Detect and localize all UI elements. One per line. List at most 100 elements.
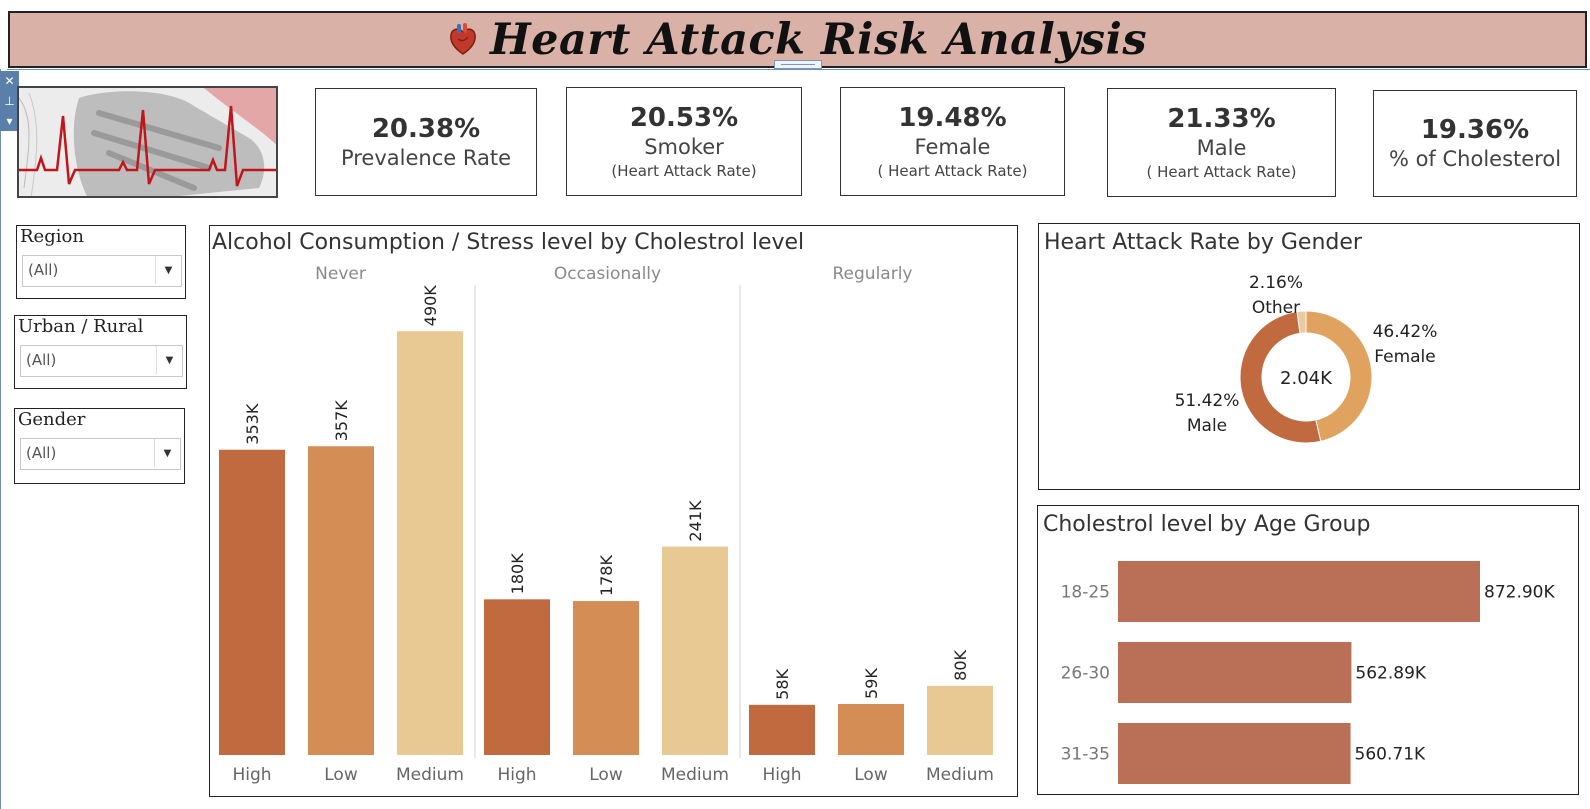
selection-border	[7, 69, 1590, 70]
bar-value-label: 178K	[597, 555, 616, 597]
bar-value-label: 562.89K	[1355, 664, 1426, 684]
group-label: Occasionally	[554, 264, 661, 284]
filter-title: Gender	[18, 409, 86, 430]
heart-ecg-image	[17, 86, 278, 198]
group-label: Regularly	[833, 264, 913, 284]
kpi-sublabel: (Heart Attack Rate)	[611, 162, 757, 180]
bar-value-label: 357K	[332, 400, 351, 442]
donut-center-label: 2.04K	[1280, 368, 1333, 389]
filter-gender: Gender (All) ▼	[14, 408, 185, 484]
donut-slice-male[interactable]	[1239, 311, 1322, 444]
dashboard-title: Heart Attack Risk Analysis	[489, 14, 1148, 65]
bar-regularly-high[interactable]	[749, 704, 815, 755]
alcohol-stress-bar-chart: Never 353K High 357K Low 490K Medium Occasional…	[219, 264, 994, 785]
kpi-label: Prevalence Rate	[340, 145, 512, 170]
bar-regularly-medium[interactable]	[927, 685, 993, 755]
bar-never-medium[interactable]	[397, 331, 463, 755]
bar-value-label: 59K	[862, 668, 881, 699]
chevron-down-icon[interactable]: ▾	[6, 114, 13, 128]
region-dropdown[interactable]: (All) ▼	[22, 255, 182, 287]
age-bar-26-30[interactable]	[1118, 642, 1352, 703]
category-label: Medium	[661, 765, 729, 785]
slice-percent-label: 51.42%	[1175, 391, 1240, 411]
chart-title: Heart Attack Rate by Gender	[1044, 230, 1362, 255]
chart-title: Alcohol Consumption / Stress level by Ch…	[212, 230, 805, 255]
bar-value-label: 241K	[686, 500, 705, 542]
slice-name-label: Female	[1374, 347, 1435, 367]
bar-occasionally-high[interactable]	[484, 599, 550, 755]
anatomical-heart-icon	[450, 22, 476, 55]
layout-drag-handle[interactable]	[774, 60, 822, 69]
bar-regularly-low[interactable]	[838, 703, 904, 755]
chevron-down-icon[interactable]: ▼	[156, 346, 182, 374]
age-group-chart-panel: Cholestrol level by Age Group 18-25 872.9…	[1037, 505, 1579, 795]
category-label: Low	[854, 765, 888, 785]
chevron-down-icon[interactable]: ▼	[155, 256, 181, 284]
slice-name-label: Other	[1252, 298, 1300, 318]
chart-title: Cholestrol level by Age Group	[1043, 512, 1371, 537]
bar-value-label: 490K	[421, 285, 440, 327]
category-label: Low	[324, 765, 358, 785]
dropdown-value: (All)	[28, 261, 59, 279]
category-label: Medium	[926, 765, 994, 785]
kpi-value: 19.36%	[1420, 115, 1530, 145]
age-group-label: 18-25	[1061, 583, 1110, 603]
bar-value-label: 872.90K	[1484, 583, 1555, 603]
dropdown-value: (All)	[26, 444, 57, 462]
bar-occasionally-low[interactable]	[573, 601, 639, 755]
kpi-label: % of Cholesterol	[1388, 147, 1562, 171]
donut-slice-other[interactable]	[1296, 310, 1307, 334]
selection-border-left	[0, 69, 1, 809]
bar-value-label: 58K	[773, 668, 792, 699]
slice-percent-label: 46.42%	[1373, 322, 1438, 342]
close-icon[interactable]: ✕	[4, 74, 15, 88]
container-toolbar[interactable]: ✕ ⊥ ▾	[0, 71, 19, 131]
category-label: Low	[589, 765, 623, 785]
gender-donut-panel: Heart Attack Rate by Gender 2.04K 46.42% F…	[1038, 223, 1580, 490]
alcohol-stress-chart-panel: Alcohol Consumption / Stress level by Ch…	[209, 225, 1018, 797]
category-label: High	[232, 765, 271, 785]
gender-donut-chart: 2.04K 46.42% Female 51.42% Male 2.16% Other	[1175, 273, 1438, 444]
bar-value-label: 560.71K	[1355, 745, 1426, 765]
age-bar-31-35[interactable]	[1118, 723, 1351, 784]
age-bar-18-25[interactable]	[1118, 561, 1480, 622]
group-label: Never	[315, 264, 366, 284]
kpi-label: Smoker	[644, 135, 724, 159]
chevron-down-icon[interactable]: ▼	[154, 439, 180, 467]
bar-value-label: 180K	[508, 553, 527, 595]
filter-title: Urban / Rural	[18, 316, 144, 337]
ecg-illustration	[19, 88, 276, 196]
kpi-value: 21.33%	[1167, 104, 1276, 134]
category-label: High	[762, 765, 801, 785]
gender-dropdown[interactable]: (All) ▼	[20, 438, 181, 470]
pin-icon[interactable]: ⊥	[4, 94, 15, 108]
category-label: Medium	[396, 765, 464, 785]
kpi-label: Male	[1196, 136, 1247, 160]
kpi-cholesterol: 19.36% % of Cholesterol	[1373, 90, 1577, 197]
slice-percent-label: 2.16%	[1249, 273, 1303, 293]
kpi-value: 20.38%	[371, 113, 481, 144]
donut-slice-female[interactable]	[1305, 310, 1373, 442]
kpi-sublabel: ( Heart Attack Rate)	[1146, 163, 1297, 181]
filter-title: Region	[20, 226, 84, 247]
bar-value-label: 353K	[243, 403, 262, 445]
filter-region: Region (All) ▼	[16, 225, 186, 299]
bar-value-label: 80K	[951, 649, 970, 680]
bar-never-low[interactable]	[308, 446, 374, 755]
urban-rural-dropdown[interactable]: (All) ▼	[20, 345, 183, 377]
bar-occasionally-medium[interactable]	[662, 546, 728, 755]
kpi-value: 19.48%	[898, 103, 1007, 133]
kpi-sublabel: ( Heart Attack Rate)	[877, 162, 1028, 180]
filter-urban-rural: Urban / Rural (All) ▼	[14, 315, 187, 389]
title-banner: Heart Attack Risk Analysis	[8, 11, 1587, 68]
age-group-label: 26-30	[1061, 664, 1110, 684]
kpi-label: Female	[914, 135, 991, 159]
category-label: High	[497, 765, 536, 785]
slice-name-label: Male	[1187, 416, 1227, 436]
kpi-smoker: 20.53% Smoker (Heart Attack Rate)	[566, 87, 802, 196]
kpi-value: 20.53%	[629, 103, 739, 133]
dropdown-value: (All)	[26, 351, 57, 369]
age-group-bar-chart: 18-25 872.90K 26-30 562.89K 31-35 560.71K	[1061, 561, 1555, 784]
age-group-label: 31-35	[1061, 745, 1110, 765]
bar-never-high[interactable]	[219, 449, 285, 755]
